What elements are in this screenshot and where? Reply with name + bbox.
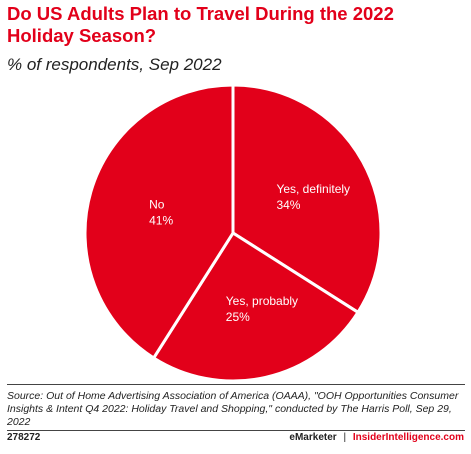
chart-title: Do US Adults Plan to Travel During the 2… bbox=[7, 3, 394, 46]
chart-id: 278272 bbox=[7, 432, 41, 443]
brand-separator: | bbox=[343, 432, 347, 443]
slice-label-yes-definitely: Yes, definitely 34% bbox=[276, 182, 350, 212]
slice-label-no: No 41% bbox=[149, 198, 173, 228]
pie-slice-yes-probably bbox=[152, 231, 360, 380]
brand-credit: eMarketer | InsiderIntelligence.com bbox=[289, 432, 464, 443]
brand-emarketer: eMarketer bbox=[289, 432, 337, 443]
pie-chart: Yes, definitely 34% Yes, probably 25% No 41% bbox=[83, 83, 383, 380]
slice-label-yes-probably: Yes, probably 25% bbox=[226, 294, 298, 324]
chart-subtitle: % of respondents, Sep 2022 bbox=[7, 55, 222, 74]
pie-slice-no bbox=[83, 83, 235, 360]
source-note: Source: Out of Home Advertising Associat… bbox=[7, 390, 459, 428]
footer-divider bbox=[7, 430, 465, 431]
source-divider bbox=[7, 384, 465, 385]
brand-insider-intelligence: InsiderIntelligence.com bbox=[352, 432, 464, 443]
